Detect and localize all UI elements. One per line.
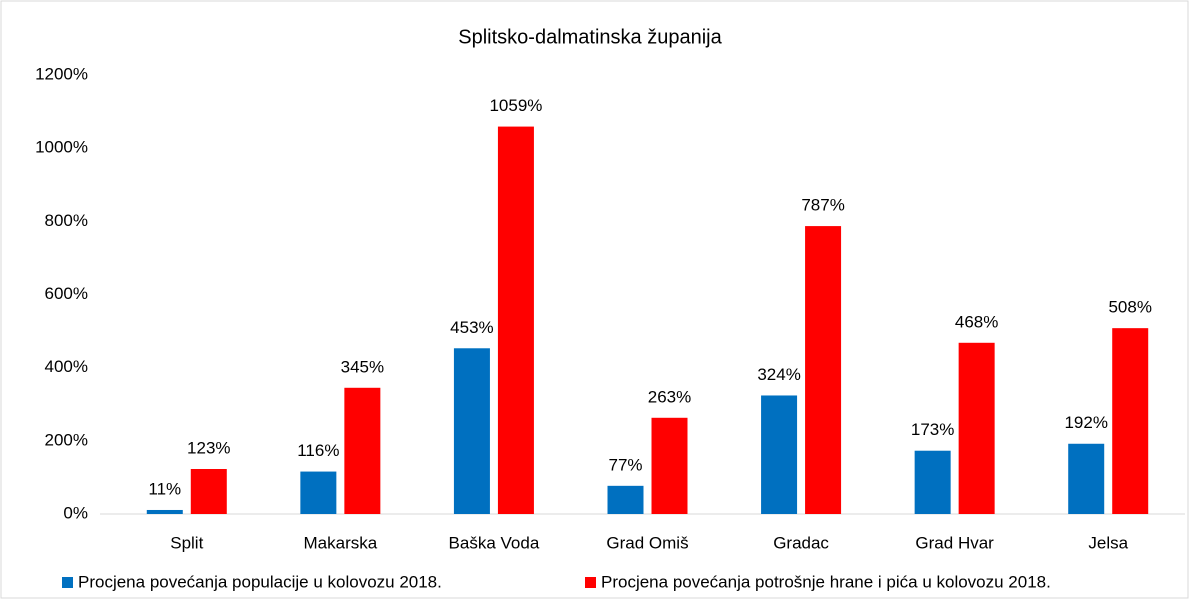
bar: [453, 348, 490, 514]
bar: [146, 509, 183, 514]
bar: [651, 417, 688, 514]
x-tick-label: Grad Omiš: [606, 533, 688, 552]
data-label: 123%: [187, 438, 230, 457]
data-label: 508%: [1108, 298, 1151, 317]
x-tick-label: Split: [170, 533, 203, 552]
bar: [497, 126, 534, 515]
bar: [300, 471, 337, 514]
data-label: 263%: [648, 387, 691, 406]
y-tick-label: 1000%: [35, 138, 88, 157]
y-tick-label: 1200%: [35, 64, 88, 83]
y-tick-label: 400%: [45, 357, 88, 376]
bar: [1112, 328, 1149, 514]
bar: [805, 226, 842, 514]
bar: [1068, 443, 1105, 514]
bar: [344, 387, 381, 514]
legend-label: Procjena povećanja potrošnje hrane i pić…: [601, 572, 1051, 591]
data-label: 468%: [955, 312, 998, 331]
chart-title: Splitsko-dalmatinska županija: [458, 26, 722, 48]
data-label: 453%: [450, 318, 493, 337]
bar: [190, 469, 227, 514]
data-label: 77%: [608, 455, 642, 474]
y-tick-label: 0%: [63, 503, 88, 522]
y-tick-label: 800%: [45, 211, 88, 230]
data-label: 116%: [297, 441, 339, 460]
legend-label: Procjena povećanja populacije u kolovozu…: [78, 572, 442, 591]
legend-swatch: [585, 577, 596, 588]
data-label: 192%: [1064, 413, 1107, 432]
x-tick-label: Jelsa: [1088, 533, 1128, 552]
x-tick-label: Makarska: [304, 533, 378, 552]
x-tick-label: Grad Hvar: [915, 533, 994, 552]
x-tick-label: Baška Voda: [449, 533, 540, 552]
data-label: 173%: [911, 420, 954, 439]
x-tick-label: Gradac: [773, 533, 829, 552]
bar: [958, 342, 995, 514]
data-label: 1059%: [489, 96, 542, 115]
bar: [914, 450, 951, 514]
y-tick-label: 600%: [45, 284, 88, 303]
bar: [607, 485, 644, 514]
data-label: 345%: [341, 357, 384, 376]
legend-swatch: [62, 577, 73, 588]
y-tick-label: 200%: [45, 430, 88, 449]
bar: [761, 395, 798, 514]
data-label: 324%: [757, 365, 800, 384]
data-label: 787%: [801, 196, 844, 215]
data-label: 11%: [148, 479, 181, 498]
